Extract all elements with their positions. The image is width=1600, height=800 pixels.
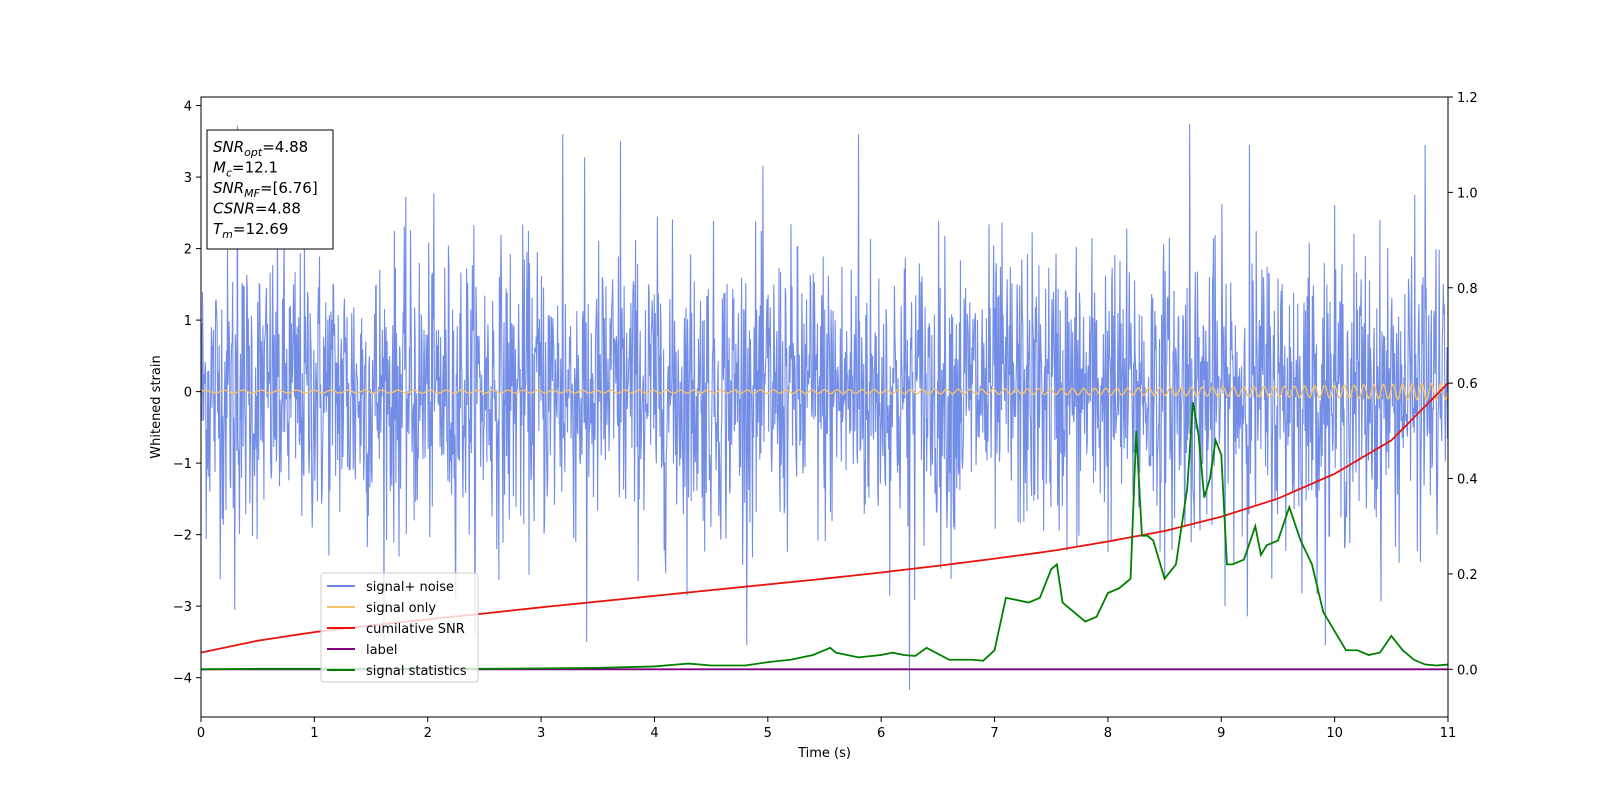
x-tick-label: 4 [650,726,658,741]
annotation-line: SNRopt=4.88 [213,138,308,159]
annotation-var: M [213,159,226,177]
y-tick-label: −4 [173,672,192,687]
noise-trace [201,124,1448,690]
chart-legend: signal+ noise signal only cumilative SNR la… [320,572,479,683]
legend-label: signal+ noise [366,580,454,595]
x-tick-label: 1 [310,726,318,741]
y-tick-label: 1 [184,314,192,329]
x-tick-label: 3 [537,726,545,741]
plot-area-frame [200,96,1449,718]
y-tick-label: 3 [184,171,192,186]
stats-annotation-box: SNRopt=4.88Mc=12.1SNRMF=[6.76]CSNR=4.88T… [206,129,334,250]
y2-tick-label: 0.8 [1457,282,1478,297]
annotation-sub: MF [244,187,260,200]
legend-label: signal only [366,601,436,616]
annotation-line: SNRMF=[6.76] [213,179,318,200]
annotation-var: T [213,220,224,238]
annotation-value: =[6.76] [260,179,318,197]
y-tick-label: −2 [173,529,192,544]
series-signal-only [201,382,1448,401]
x-tick-label: 11 [1440,726,1457,741]
y-tick-label: 2 [184,243,192,258]
x-tick-label: 10 [1326,726,1343,741]
annotation-value: =12.69 [233,220,289,238]
legend-label: cumilative SNR [366,622,465,637]
series-signal-statistics [201,402,1448,671]
legend-frame [320,572,479,683]
annotation-value: =12.1 [232,159,278,177]
series-line [201,402,1448,671]
y-axis-label: Whitened strain [149,355,164,458]
x-tick-label: 2 [424,726,432,741]
annotation-var: SNR [213,138,244,156]
annotation-var: CSNR [213,200,255,218]
annotation-line: Mc=12.1 [213,159,278,180]
annotation-line: Tm=12.69 [213,220,288,241]
x-tick-label: 7 [990,726,998,741]
series-signal-noise [201,124,1448,690]
axes-layer: 0 1 2 3 4 5 6 7 8 9 10 11 −4 −3 −2 −1 0 1 2 3 4 0.0 0.2 0.4 0.6 0… [173,91,1478,741]
x-tick-label: 5 [764,726,772,741]
annotation-sub: m [222,228,233,241]
x-tick-label: 6 [877,726,885,741]
legend-label: signal statistics [366,664,467,679]
annotation-value: =4.88 [255,200,301,218]
y2-tick-label: 0.4 [1457,473,1478,488]
x-tick-label: 8 [1104,726,1112,741]
chirp-trace [201,382,1448,401]
y2-tick-label: 1.0 [1457,186,1478,201]
y-tick-label: −1 [173,457,192,472]
annotation-sub: opt [244,146,263,159]
y2-tick-label: 0.2 [1457,568,1478,583]
y2-tick-label: 0.6 [1457,377,1478,392]
y2-tick-label: 1.2 [1457,91,1478,106]
x-tick-label: 9 [1217,726,1225,741]
annotation-value: =4.88 [262,138,308,156]
y-tick-label: 4 [184,100,192,115]
x-tick-label: 0 [197,726,205,741]
annotation-frame [206,129,334,250]
annotation-sub: c [226,167,232,180]
legend-label: label [366,643,397,658]
y-tick-label: 0 [184,386,192,401]
x-axis-label: Time (s) [797,746,851,761]
y2-tick-label: 0.0 [1457,663,1478,678]
y-tick-label: −3 [173,600,192,615]
annotation-line: CSNR=4.88 [213,200,301,218]
annotation-var: SNR [213,179,244,197]
